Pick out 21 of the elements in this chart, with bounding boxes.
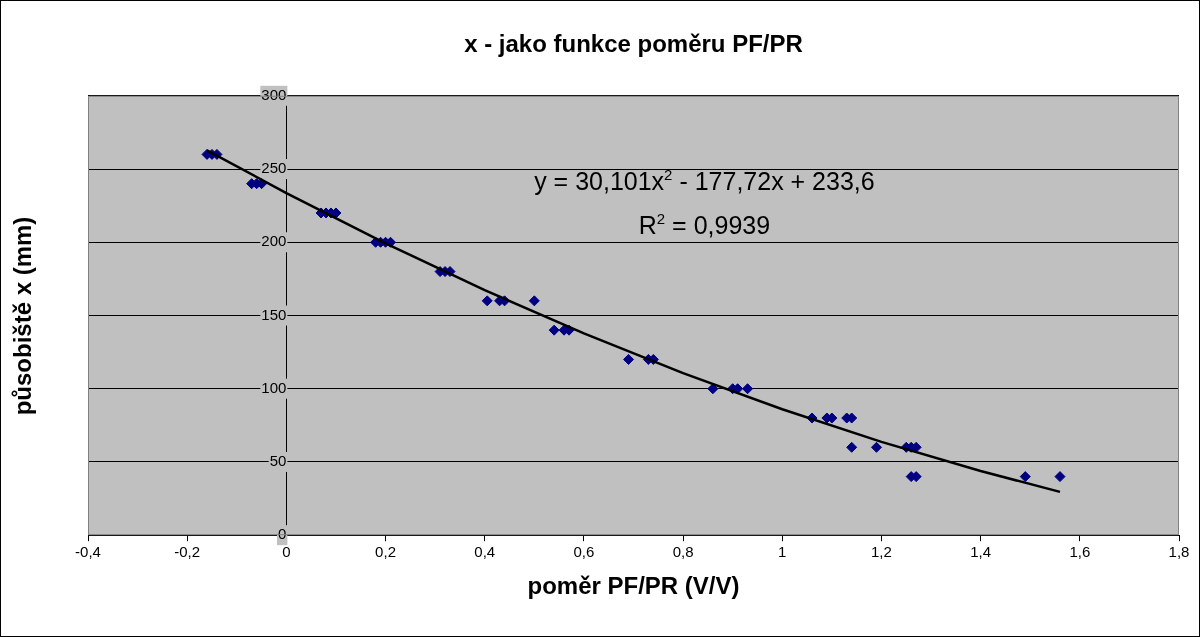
- y-tick-label: 250: [261, 159, 287, 177]
- x-tick-label: 0,8: [672, 543, 694, 561]
- x-axis-title: poměr PF/PR (V/V): [527, 572, 740, 600]
- chart-title: x - jako funkce poměru PF/PR: [464, 30, 803, 58]
- y-tick-label: 0: [278, 525, 287, 543]
- y-tick-label: 300: [261, 85, 287, 103]
- x-tick-label: 1,6: [1069, 543, 1091, 561]
- x-tick-label: -0,2: [174, 543, 201, 561]
- x-tick-label: 0,2: [375, 543, 396, 561]
- y-tick-label: 150: [261, 305, 287, 323]
- y-tick-label: 100: [261, 378, 287, 396]
- x-tick-label: 0,4: [474, 543, 496, 561]
- x-tick-label: 1,2: [871, 543, 892, 561]
- x-tick-label: 1,4: [970, 543, 992, 561]
- y-tick-label: 50: [269, 452, 287, 470]
- y-tick-label: 200: [261, 232, 287, 250]
- x-tick-label: -0,4: [75, 543, 101, 561]
- x-tick-label: 1: [778, 543, 787, 561]
- x-tick-label: 1,8: [1168, 543, 1190, 561]
- y-axis-title: působiště x (mm): [9, 216, 37, 416]
- x-tick-label: 0,6: [573, 543, 595, 561]
